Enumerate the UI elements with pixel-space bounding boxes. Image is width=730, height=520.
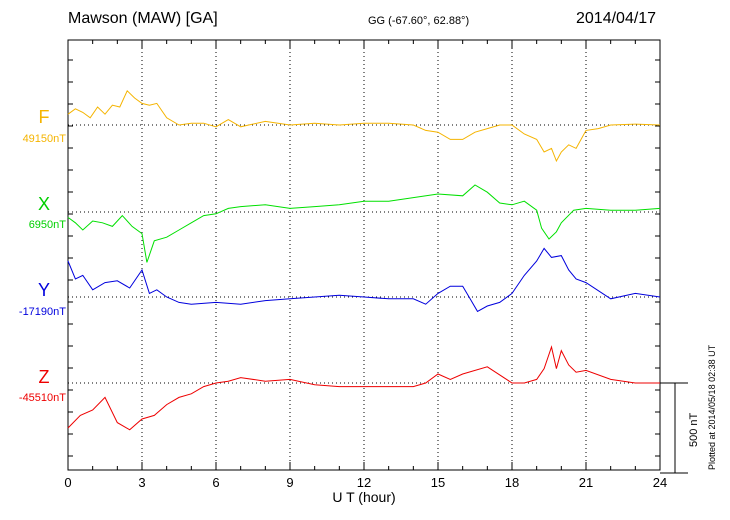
series-line-x: [67, 184, 661, 263]
baseline-label-f: 49150nT: [22, 133, 66, 145]
scale-bar-label: 500 nT: [688, 412, 700, 447]
x-tick-label: 24: [653, 475, 667, 490]
series-label-f: F: [38, 107, 50, 127]
x-tick-label: 6: [212, 475, 219, 490]
baseline-label-y: -17190nT: [18, 306, 66, 318]
series-label-y: Y: [37, 280, 50, 300]
coordinates-label: GG (-67.60°, 62.88°): [368, 15, 470, 27]
series-label-z: Z: [38, 367, 50, 387]
x-tick-label: 9: [286, 475, 293, 490]
x-tick-label: 12: [357, 475, 371, 490]
x-axis-label: U T (hour): [332, 489, 395, 505]
plotted-timestamp: Plotted at 2014/05/18 02:38 UT: [707, 344, 717, 470]
x-tick-label: 21: [579, 475, 593, 490]
series-line-z: [67, 345, 660, 431]
series-line-y: [67, 247, 661, 313]
series-line-f: [67, 89, 661, 163]
x-tick-label: 3: [138, 475, 145, 490]
baseline-label-z: -45510nT: [18, 392, 66, 404]
date-label: 2014/04/17: [576, 10, 657, 27]
x-tick-label: 15: [431, 475, 445, 490]
baseline-label-x: 6950nT: [28, 219, 66, 231]
series-label-x: X: [37, 194, 50, 214]
station-title: Mawson (MAW) [GA]: [68, 10, 218, 27]
x-tick-label: 18: [505, 475, 519, 490]
x-tick-label: 0: [64, 475, 71, 490]
